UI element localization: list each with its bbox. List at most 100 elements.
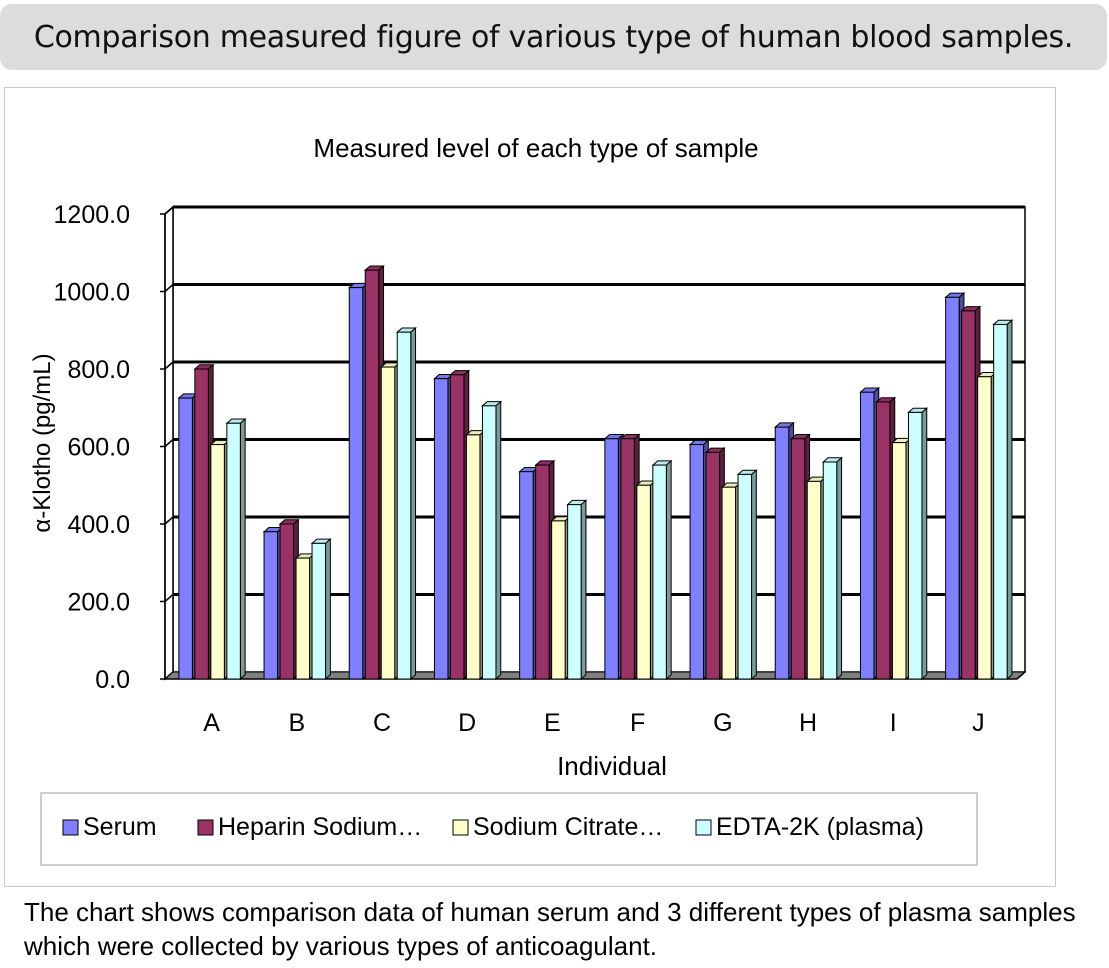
bar-front — [907, 411, 923, 680]
bar-front — [652, 464, 667, 680]
gridline-side — [164, 516, 174, 525]
bar-front — [263, 531, 279, 680]
chart-caption: The chart shows comparison data of human… — [24, 897, 1076, 961]
legend-label-1: Heparin Sodium… — [218, 813, 422, 841]
x-axis-label: Individual — [557, 751, 667, 781]
bar-side — [751, 469, 757, 681]
bar-front — [348, 287, 364, 680]
x-tick-label: B — [288, 709, 305, 737]
bar-front — [822, 461, 838, 680]
bar-front — [396, 331, 412, 680]
bar-front — [551, 520, 566, 680]
bar-front — [449, 374, 465, 680]
tick-labels: 0.0 200.0 400.0 600.0 800.0 1000.0 1200.0 A B C D E… — [54, 201, 985, 737]
y-tick-label: 800.0 — [67, 356, 130, 384]
bar-chart: Measured level of each type of sample 0.… — [29, 133, 1027, 866]
page-banner: Comparison measured figure of various ty… — [0, 4, 1107, 70]
gridline-side — [164, 438, 174, 448]
x-tick-label: G — [713, 709, 732, 737]
bar-front — [806, 480, 822, 680]
bar-c-3 — [395, 326, 417, 681]
legend-label-3: EDTA-2K (plasma) — [716, 813, 924, 841]
bar-front — [705, 451, 721, 680]
legend-label-2: Sodium Citrate… — [473, 813, 663, 841]
x-tick-label: E — [544, 709, 561, 737]
bar-front — [604, 438, 619, 680]
bar-side — [495, 400, 502, 681]
bar-side — [580, 499, 587, 681]
gridline-side — [164, 593, 174, 603]
bar-front — [774, 426, 790, 680]
bar-front — [737, 473, 753, 680]
chart-title: Measured level of each type of sample — [313, 133, 758, 163]
bar-front — [636, 484, 651, 680]
bar-front — [535, 464, 550, 680]
bar-front — [961, 310, 976, 680]
bar-front — [859, 391, 875, 680]
bar-b-2 — [294, 552, 316, 681]
bar-front — [721, 486, 737, 680]
y-tick-label: 200.0 — [67, 589, 130, 617]
legend-box — [40, 792, 978, 866]
legend-swatch-3 — [695, 819, 712, 836]
bar-side — [1006, 319, 1013, 681]
gridline-side — [164, 361, 174, 370]
x-tick-label: F — [630, 709, 645, 737]
bar-a-3 — [225, 417, 247, 681]
bar-side — [665, 459, 672, 681]
x-tick-label: I — [890, 709, 897, 737]
bar-front — [519, 471, 534, 680]
bar-front — [891, 442, 907, 680]
bar-d-3 — [481, 400, 503, 681]
bar-front — [993, 323, 1008, 680]
bar-side — [410, 326, 417, 681]
y-tick-label: 1000.0 — [54, 279, 130, 307]
chart-frame: Measured level of each type of sample 0.… — [4, 87, 1056, 887]
bar-front — [178, 397, 193, 680]
y-tick-label: 0.0 — [95, 666, 130, 694]
bar-side — [239, 417, 246, 681]
x-axis-end — [1016, 671, 1026, 680]
y-axis-label: α-Klotho (pg/mL) — [29, 353, 56, 532]
legend-label-0: Serum — [83, 813, 157, 841]
bar-front — [380, 366, 396, 680]
bar-front — [226, 422, 241, 680]
bar-front — [689, 444, 705, 680]
bar-front — [465, 434, 481, 680]
gridline-side — [164, 206, 174, 215]
bar-j-3 — [992, 319, 1014, 681]
x-tick-label: A — [203, 709, 220, 737]
bar-g-3 — [736, 469, 758, 681]
bar-b-3 — [310, 538, 332, 681]
legend-swatch-2 — [452, 819, 469, 836]
bar-front — [977, 376, 992, 680]
y-tick-label: 1200.0 — [54, 201, 130, 229]
x-tick-label: H — [799, 709, 817, 737]
x-tick-label: D — [458, 709, 476, 737]
bar-front — [945, 296, 960, 680]
bar-front — [790, 438, 806, 680]
bar-front — [279, 523, 295, 680]
x-tick-label: J — [972, 709, 985, 737]
bar-h-3 — [821, 456, 843, 681]
bar-front — [210, 444, 225, 680]
legend-swatch-1 — [197, 819, 214, 836]
gridline-side — [164, 283, 174, 293]
bar-front — [481, 405, 497, 680]
bar-side — [325, 538, 331, 681]
bar-front — [295, 557, 311, 680]
legend-swatch-0 — [62, 819, 79, 836]
bar-front — [194, 368, 209, 680]
x-tick-label: C — [373, 709, 391, 737]
bar-e-3 — [566, 499, 588, 681]
bar-front — [567, 504, 582, 680]
bar-side — [921, 407, 928, 681]
bar-f-3 — [651, 459, 673, 681]
bar-front — [433, 378, 449, 680]
bar-front — [620, 438, 635, 680]
y-tick-label: 400.0 — [67, 511, 130, 539]
bar-i-3 — [907, 407, 929, 681]
y-tick-label: 600.0 — [67, 434, 130, 462]
bar-front — [875, 401, 891, 680]
bar-side — [836, 456, 843, 681]
